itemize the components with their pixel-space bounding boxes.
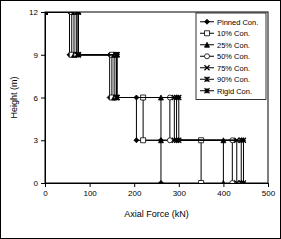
tick: 0 bbox=[43, 183, 48, 198]
tick-label: 400 bbox=[217, 189, 231, 198]
tick: 300 bbox=[173, 183, 187, 198]
tick-label: 0 bbox=[43, 189, 48, 198]
tick: 6 bbox=[34, 94, 45, 103]
legend-label: 75% Con. bbox=[217, 64, 250, 73]
chart: 0 100 200 300 400 500 0 3 6 9 12 Axial Force (kN) He… bbox=[0, 0, 281, 239]
legend-box bbox=[196, 13, 266, 100]
series-marker bbox=[76, 12, 81, 15]
tick: 12 bbox=[29, 8, 45, 17]
tick-label: 3 bbox=[34, 136, 39, 145]
tick-mark bbox=[41, 12, 45, 13]
tick-mark bbox=[41, 183, 45, 184]
series-marker bbox=[167, 138, 172, 143]
tick: 500 bbox=[262, 183, 276, 198]
axis-line bbox=[46, 184, 269, 188]
legend-marker bbox=[205, 19, 210, 24]
series-marker bbox=[141, 138, 146, 143]
x-axis: 0 100 200 300 400 500 bbox=[43, 183, 275, 198]
series-marker bbox=[241, 138, 246, 143]
tick-mark bbox=[223, 183, 224, 187]
tick: 0 bbox=[34, 179, 45, 188]
y-axis: 0 3 6 9 12 bbox=[29, 8, 45, 188]
legend-label: Pinned Con. bbox=[217, 18, 258, 27]
series-marker bbox=[176, 95, 181, 100]
tick: 100 bbox=[83, 183, 97, 198]
series-marker bbox=[45, 12, 48, 15]
series-marker bbox=[45, 12, 48, 15]
tick-label: 6 bbox=[34, 94, 39, 103]
legend-label: 25% Con. bbox=[217, 41, 250, 50]
y-axis-title: Height (m) bbox=[9, 76, 19, 118]
legend-marker bbox=[205, 42, 210, 47]
legend-marker bbox=[205, 88, 210, 93]
legend-marker bbox=[205, 54, 210, 59]
tick-mark bbox=[41, 98, 45, 99]
tick-mark bbox=[90, 183, 91, 187]
tick: 3 bbox=[34, 136, 45, 145]
series-marker bbox=[114, 95, 119, 100]
tick-label: 500 bbox=[262, 189, 276, 198]
legend-marker bbox=[205, 31, 210, 36]
series-marker bbox=[199, 181, 204, 184]
series-marker bbox=[76, 52, 81, 57]
series-marker bbox=[76, 12, 81, 15]
tick-label: 9 bbox=[34, 51, 39, 60]
legend-label: 50% Con. bbox=[217, 52, 250, 61]
tick-mark bbox=[41, 140, 45, 141]
series-marker bbox=[221, 181, 226, 184]
tick-label: 200 bbox=[128, 189, 142, 198]
tick: 400 bbox=[217, 183, 231, 198]
legend-label: 10% Con. bbox=[217, 29, 250, 38]
tick-mark bbox=[134, 183, 135, 187]
tick: 200 bbox=[128, 183, 142, 198]
tick: 9 bbox=[34, 51, 45, 60]
tick-label: 100 bbox=[83, 189, 97, 198]
series-marker bbox=[76, 52, 81, 57]
series-marker bbox=[176, 138, 181, 143]
series-marker bbox=[158, 181, 163, 184]
legend-label: Rigid Con. bbox=[217, 87, 252, 96]
tick-label: 0 bbox=[34, 179, 39, 188]
series-marker bbox=[134, 138, 139, 143]
series-marker bbox=[45, 12, 48, 15]
series-marker bbox=[45, 12, 48, 15]
series-marker bbox=[114, 95, 119, 100]
series-marker bbox=[114, 95, 119, 100]
series-marker bbox=[45, 12, 48, 15]
tick-label: 12 bbox=[29, 8, 38, 17]
tick-mark bbox=[179, 183, 180, 187]
legend-marker bbox=[205, 77, 210, 82]
series-marker bbox=[45, 12, 48, 15]
series-marker bbox=[45, 12, 48, 15]
tick-mark bbox=[268, 183, 269, 187]
figure-frame bbox=[1, 1, 281, 239]
legend: Pinned Con. 10% Con. 25% Con. 50% Con. 75% C… bbox=[196, 13, 266, 100]
series-marker bbox=[241, 181, 246, 184]
series-marker bbox=[158, 138, 163, 143]
tick-mark bbox=[41, 55, 45, 56]
series-marker bbox=[115, 52, 120, 57]
plot-frame bbox=[45, 12, 268, 183]
tick-label: 300 bbox=[173, 189, 187, 198]
x-axis-title: Axial Force (kN) bbox=[124, 209, 189, 219]
legend-marker bbox=[205, 65, 210, 70]
legend-label: 90% Con. bbox=[217, 75, 250, 84]
series-marker bbox=[115, 95, 120, 100]
